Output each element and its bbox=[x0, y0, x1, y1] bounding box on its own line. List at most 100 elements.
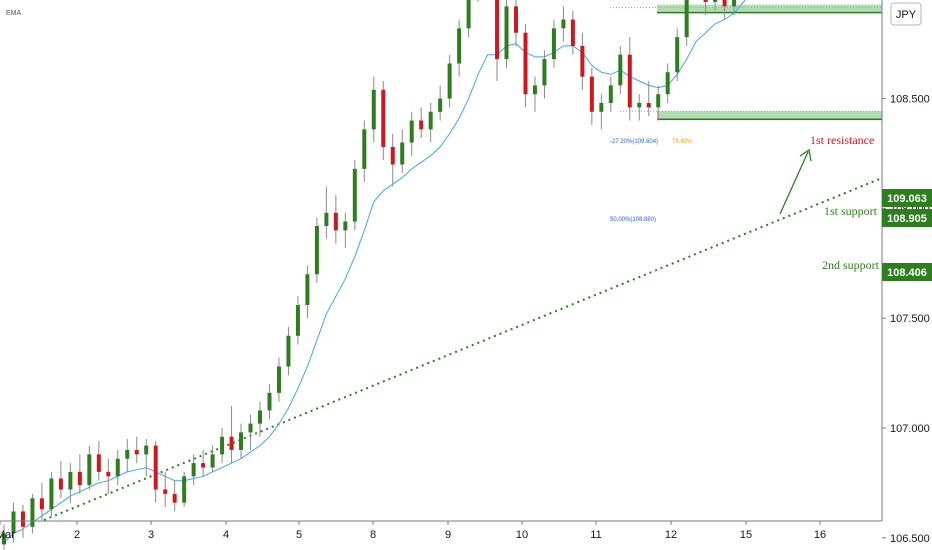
candle-body bbox=[447, 63, 452, 99]
fib-ext-label: -27.20%(109.604) bbox=[610, 139, 658, 145]
candle-body bbox=[371, 89, 376, 130]
candle-body bbox=[77, 471, 82, 486]
candle-body bbox=[258, 410, 262, 424]
time-axis-ticks: Mar 2 3 4 5 8 9 10 11 12 15 16 bbox=[0, 521, 826, 541]
candle-body bbox=[210, 454, 215, 468]
candle-body bbox=[675, 37, 680, 73]
support-1-label: 1st support bbox=[824, 204, 878, 218]
candles-layer bbox=[2, 0, 737, 550]
time-tick-label: 8 bbox=[370, 529, 376, 541]
annotation-labels: -27.20%(109.604) 78.60% 50.00%(108.880) … bbox=[610, 133, 880, 272]
candle-body bbox=[87, 454, 92, 486]
candle-body bbox=[627, 54, 632, 108]
candle-body bbox=[295, 305, 300, 336]
candle-body bbox=[267, 392, 272, 411]
candle-body bbox=[191, 463, 196, 477]
price-badge bbox=[882, 209, 932, 227]
time-tick-label: 12 bbox=[665, 529, 677, 541]
candle-body bbox=[58, 478, 63, 490]
candle-body bbox=[542, 59, 547, 86]
candle-body bbox=[608, 85, 613, 103]
price-badge-label: 109.063 bbox=[887, 193, 927, 205]
candle-body bbox=[646, 102, 651, 108]
candle-body bbox=[314, 225, 319, 275]
candle-body bbox=[400, 142, 405, 165]
ema-line bbox=[3, 0, 746, 543]
candle-body bbox=[570, 19, 575, 46]
candle-body bbox=[504, 6, 509, 60]
candle-body bbox=[514, 6, 518, 33]
candle-body bbox=[134, 449, 139, 455]
candle-body bbox=[495, 0, 500, 60]
time-tick-label: 10 bbox=[516, 529, 528, 541]
price-badge bbox=[882, 189, 932, 207]
candle-body bbox=[381, 89, 386, 147]
time-tick-label: 9 bbox=[445, 529, 451, 541]
candle-body bbox=[532, 85, 537, 95]
trendline-layer bbox=[43, 177, 883, 521]
candle-body bbox=[163, 489, 168, 494]
candle-body bbox=[125, 449, 130, 459]
candle-body bbox=[409, 120, 414, 143]
candle-body bbox=[713, 0, 718, 2]
candle-body bbox=[419, 120, 424, 130]
candle-body bbox=[551, 28, 556, 60]
candle-body bbox=[49, 478, 54, 510]
candle-body bbox=[144, 445, 149, 455]
candle-body bbox=[343, 221, 348, 231]
candle-body bbox=[665, 72, 670, 95]
candle-body bbox=[457, 28, 462, 64]
candle-body bbox=[722, 0, 727, 7]
currency-label[interactable]: JPY bbox=[896, 9, 917, 21]
fib-half-label: 50.00%(108.880) bbox=[610, 217, 656, 223]
candle-body bbox=[362, 129, 367, 169]
ascending-trendline bbox=[43, 177, 883, 521]
currency-button-box[interactable] bbox=[890, 2, 922, 26]
candle-body bbox=[428, 111, 433, 130]
time-tick-label: 15 bbox=[740, 529, 752, 541]
candle-body bbox=[239, 432, 244, 450]
time-tick-label: 16 bbox=[814, 529, 826, 541]
candle-body bbox=[286, 335, 291, 367]
candle-body bbox=[599, 102, 604, 112]
price-tick-label: 108.500 bbox=[890, 94, 930, 106]
price-tick-label: 107.500 bbox=[890, 313, 930, 325]
candle-body bbox=[561, 19, 566, 29]
time-tick-label: 11 bbox=[590, 529, 601, 541]
candle-body bbox=[248, 423, 253, 433]
candle-body bbox=[172, 493, 177, 503]
candle-body bbox=[684, 0, 689, 38]
resistance-label: 1st resistance bbox=[810, 133, 874, 147]
candle-body bbox=[580, 45, 585, 77]
candle-body bbox=[305, 274, 310, 306]
candle-body bbox=[523, 32, 528, 95]
candle-body bbox=[732, 0, 737, 7]
candle-body bbox=[438, 98, 443, 112]
candle-body bbox=[106, 471, 111, 477]
candle-body bbox=[182, 476, 187, 503]
candle-body bbox=[390, 146, 395, 165]
projection-arrow-line bbox=[779, 151, 809, 215]
candle-body bbox=[39, 498, 44, 510]
candle-body bbox=[637, 102, 642, 108]
currency-button[interactable]: JPY bbox=[890, 2, 922, 26]
price-tick-label: 107.000 bbox=[890, 423, 930, 435]
time-tick-label: 2 bbox=[74, 529, 80, 541]
candle-body bbox=[276, 366, 281, 393]
support-2-zone bbox=[657, 111, 882, 121]
support-1-zone bbox=[657, 4, 882, 13]
support-resistance-zones bbox=[610, 4, 882, 121]
time-tick-label: 4 bbox=[223, 529, 229, 541]
projection-arrow-head bbox=[799, 148, 812, 162]
fib-ext-alt-label: 78.60% bbox=[672, 139, 693, 145]
candle-body bbox=[30, 498, 35, 527]
candle-body bbox=[466, 0, 471, 29]
candle-body bbox=[229, 436, 234, 450]
projection-arrow bbox=[779, 148, 812, 215]
time-tick-label: 5 bbox=[296, 529, 302, 541]
price-tick-label: 106.500 bbox=[890, 533, 930, 545]
support-2-label: 2nd support bbox=[822, 258, 880, 272]
candle-body bbox=[618, 54, 623, 86]
candle-body bbox=[20, 511, 25, 527]
